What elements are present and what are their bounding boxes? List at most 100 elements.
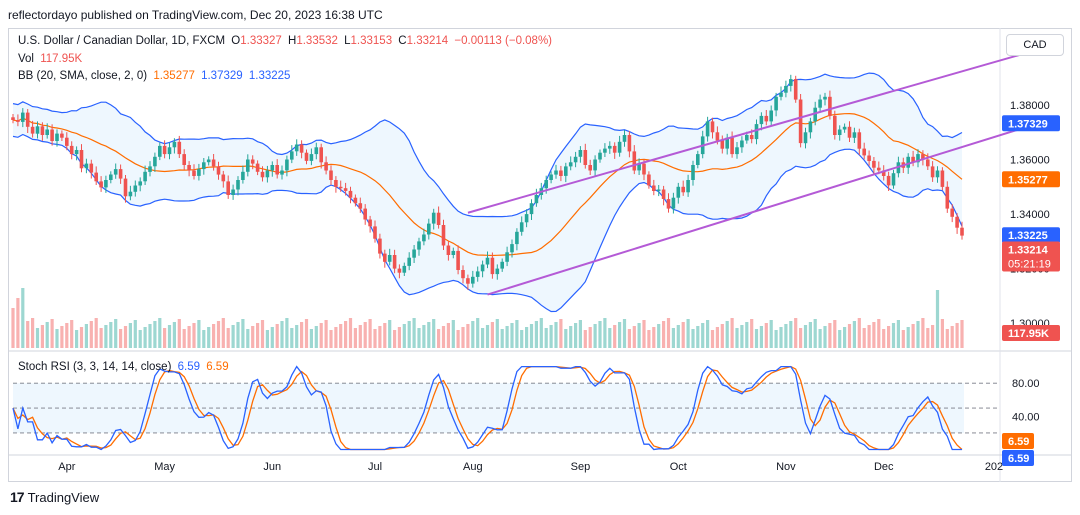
candle	[299, 144, 304, 153]
candle	[828, 96, 832, 116]
volume-bar	[803, 325, 808, 348]
volume-bar	[35, 328, 40, 348]
volume-bar	[158, 318, 162, 348]
volume-bar	[583, 330, 587, 348]
volume-bar	[319, 323, 323, 348]
volume-bar	[710, 330, 715, 348]
candle	[69, 145, 74, 155]
candle	[637, 163, 641, 171]
volume-bar	[422, 325, 426, 348]
volume-bar	[143, 327, 147, 348]
candle	[926, 159, 930, 167]
candle	[172, 141, 177, 148]
volume-bar	[290, 328, 294, 348]
stoch-d-badge: 6.59	[1008, 436, 1029, 448]
volume-bar	[867, 325, 871, 348]
time-tick-label: Aug	[463, 461, 483, 473]
candle	[167, 147, 172, 155]
channel-lower-trendline[interactable]	[487, 121, 1041, 296]
volume-bar	[427, 322, 431, 348]
symbol-title[interactable]: U.S. Dollar / Canadian Dollar, 1D, FXCM	[18, 35, 226, 47]
volume-bar	[167, 325, 172, 348]
candle	[275, 165, 279, 175]
volume-bar	[256, 323, 260, 348]
candle	[935, 170, 940, 178]
candle	[197, 169, 201, 176]
candle	[696, 154, 700, 165]
volume-bar	[358, 325, 362, 348]
volume-bar	[534, 321, 538, 348]
volume-bar	[192, 323, 196, 348]
brand-label: TradingView	[27, 489, 100, 505]
candle	[260, 171, 265, 178]
volume-bar	[172, 322, 176, 348]
volume-bar	[544, 328, 548, 348]
volume-bar	[79, 327, 84, 348]
candle	[764, 115, 769, 122]
candle	[231, 189, 235, 195]
stoch-label[interactable]: Stoch RSI (3, 3, 14, 14, close)	[18, 361, 172, 373]
volume-bar	[588, 327, 592, 348]
volume-badge: 117.95K	[1008, 328, 1049, 340]
volume-bar	[177, 319, 181, 348]
volume-bar	[901, 330, 905, 348]
candle	[348, 190, 353, 198]
candle	[652, 185, 656, 191]
volume-bar	[784, 324, 788, 348]
volume-bar	[50, 319, 54, 348]
volume-bar	[701, 323, 705, 348]
volume-bar	[133, 320, 137, 348]
volume-bar	[637, 323, 641, 348]
stoch-k-line	[12, 365, 962, 451]
candle	[383, 253, 387, 262]
candle	[749, 135, 754, 140]
bb-lower-value: 1.33225	[248, 70, 291, 82]
candle	[431, 212, 436, 224]
candle	[118, 169, 123, 179]
volume-label[interactable]: Vol	[18, 53, 34, 65]
volume-bar	[554, 322, 558, 348]
volume-bar	[55, 329, 59, 348]
volume-bar	[481, 328, 485, 348]
candle	[955, 216, 959, 228]
candle	[877, 167, 881, 171]
volume-bar	[304, 319, 309, 348]
volume-bar	[921, 318, 925, 348]
volume-bar	[285, 318, 289, 348]
candle	[338, 186, 343, 189]
published-caption: reflectordayo published on TradingView.c…	[8, 8, 383, 22]
symbol-legend: U.S. Dollar / Canadian Dollar, 1D, FXCM …	[18, 35, 553, 47]
candle	[529, 203, 534, 215]
candle	[534, 195, 539, 204]
candle	[671, 197, 676, 209]
candle	[113, 169, 118, 175]
currency-button[interactable]: CAD	[1006, 34, 1064, 56]
candle	[373, 226, 377, 239]
candle	[40, 126, 45, 135]
volume-bar	[945, 329, 949, 348]
volume-bar	[823, 326, 827, 348]
volume-bar	[647, 330, 651, 348]
volume-bar	[935, 290, 940, 348]
volume-bar	[353, 328, 357, 348]
candle	[446, 245, 451, 255]
volume-bar	[334, 327, 338, 348]
candle	[368, 219, 372, 227]
candle	[397, 268, 402, 273]
open-value: 1.33327	[240, 35, 282, 47]
candle	[466, 278, 470, 284]
candle	[656, 189, 661, 191]
candle	[451, 250, 456, 255]
candle	[358, 203, 363, 209]
channel-upper-trendline[interactable]	[467, 52, 1026, 214]
volume-bar	[862, 328, 866, 348]
volume-bar	[212, 324, 216, 348]
candle	[881, 170, 886, 176]
bb-label[interactable]: BB (20, SMA, close, 2, 0)	[18, 70, 148, 82]
volume-bar	[412, 318, 416, 348]
candle	[559, 170, 563, 176]
candle	[598, 152, 602, 160]
candle	[500, 261, 504, 269]
candle	[280, 170, 284, 175]
